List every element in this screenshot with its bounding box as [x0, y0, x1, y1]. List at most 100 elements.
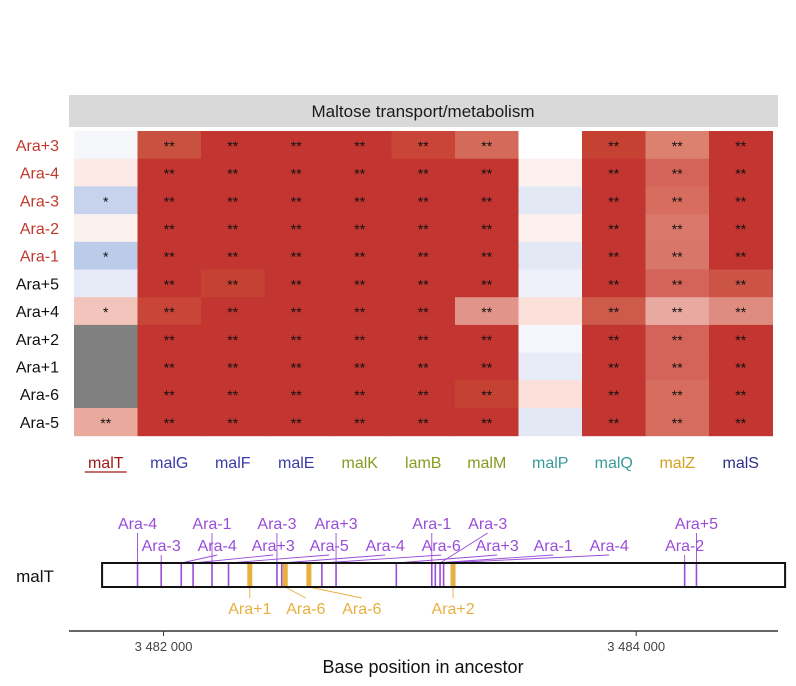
- significance-label: **: [164, 387, 175, 403]
- mutation-label: Ara-2: [665, 538, 704, 555]
- significance-label: **: [735, 193, 746, 209]
- significance-label: **: [418, 387, 429, 403]
- mutation-label: Ara-3: [257, 516, 296, 533]
- significance-label: **: [672, 304, 683, 320]
- mutation-label: Ara-3: [142, 538, 181, 555]
- significance-label: **: [227, 276, 238, 292]
- significance-label: **: [672, 249, 683, 265]
- significance-label: **: [672, 276, 683, 292]
- significance-label: **: [227, 193, 238, 209]
- row-label: Ara-5: [20, 415, 59, 432]
- mutation-label: Ara+1: [228, 601, 271, 618]
- mutation-label: Ara-4: [198, 538, 237, 555]
- significance-label: **: [608, 193, 619, 209]
- significance-label: **: [164, 166, 175, 182]
- mutation-label: Ara+3: [252, 538, 295, 555]
- significance-label: **: [481, 166, 492, 182]
- mutation-mark: [283, 564, 288, 586]
- significance-label: **: [227, 387, 238, 403]
- significance-label: **: [418, 221, 429, 237]
- significance-label: **: [291, 304, 302, 320]
- column-label: malE: [278, 455, 314, 472]
- heatmap-cell: [74, 270, 138, 298]
- mutation-leader: [309, 587, 362, 598]
- heatmap-cells: ** ** ** ** ** ** ** ** **** ** ** ** ** ** ** ** *** ** *…: [74, 131, 773, 436]
- significance-label: *: [103, 249, 109, 265]
- heatmap-title: Maltose transport/metabolism: [312, 102, 535, 121]
- mutation-track-panel: malT Ara-4 Ara-3 Ara-4 Ara+3 Ara-1 Ara-5 Ara+1…: [16, 516, 785, 677]
- significance-label: **: [735, 415, 746, 431]
- column-label: malS: [723, 455, 759, 472]
- x-tick-label: 3 484 000: [607, 639, 665, 654]
- significance-label: **: [227, 332, 238, 348]
- significance-label: **: [481, 304, 492, 320]
- row-labels: Ara+3Ara-4Ara-3Ara-2Ara-1Ara+5Ara+4Ara+2…: [16, 138, 59, 432]
- significance-label: **: [418, 249, 429, 265]
- significance-label: **: [672, 193, 683, 209]
- significance-label: **: [672, 332, 683, 348]
- mutation-label: Ara-1: [412, 516, 451, 533]
- significance-label: **: [608, 304, 619, 320]
- heatmap-cell: [519, 159, 583, 187]
- significance-label: **: [608, 387, 619, 403]
- mutation-mark: [247, 564, 252, 586]
- mutation-label: Ara-1: [534, 538, 573, 555]
- mutation-marks: Ara-4 Ara-3 Ara-4 Ara+3 Ara-1 Ara-5 Ara+1 Ara-3…: [118, 516, 718, 618]
- column-label: malP: [532, 455, 568, 472]
- heatmap-cell: [519, 408, 583, 436]
- column-label: malQ: [595, 455, 633, 472]
- mutation-leader: [229, 555, 330, 563]
- mutation-label: Ara-6: [286, 601, 325, 618]
- mutation-leader: [444, 555, 610, 563]
- mutation-leader: [285, 587, 306, 598]
- significance-label: **: [418, 193, 429, 209]
- mutation-label: Ara+3: [476, 538, 519, 555]
- heatmap-cell: [74, 353, 138, 381]
- significance-label: **: [354, 276, 365, 292]
- significance-label: **: [227, 166, 238, 182]
- significance-label: **: [418, 415, 429, 431]
- column-label: malZ: [659, 455, 695, 472]
- significance-label: **: [354, 166, 365, 182]
- significance-label: **: [608, 166, 619, 182]
- mutation-leader: [322, 555, 441, 563]
- significance-label: **: [481, 276, 492, 292]
- mutation-label: Ara-6: [342, 601, 381, 618]
- significance-label: **: [608, 221, 619, 237]
- heatmap-cell: [74, 159, 138, 187]
- significance-label: **: [227, 359, 238, 375]
- significance-label: **: [481, 138, 492, 154]
- significance-label: **: [608, 415, 619, 431]
- significance-label: **: [735, 138, 746, 154]
- significance-label: **: [354, 387, 365, 403]
- significance-label: **: [608, 359, 619, 375]
- heatmap-cell: [74, 131, 138, 159]
- track-gene-label: malT: [16, 567, 54, 586]
- significance-label: **: [418, 332, 429, 348]
- significance-label: **: [608, 138, 619, 154]
- significance-label: **: [100, 415, 111, 431]
- significance-label: **: [672, 138, 683, 154]
- significance-label: *: [103, 304, 109, 320]
- row-label: Ara+3: [16, 138, 59, 155]
- significance-label: **: [354, 415, 365, 431]
- significance-label: **: [291, 276, 302, 292]
- significance-label: **: [481, 249, 492, 265]
- significance-label: **: [291, 415, 302, 431]
- row-label: Ara-1: [20, 249, 59, 266]
- mutation-leader: [193, 555, 273, 563]
- significance-label: **: [418, 166, 429, 182]
- mutation-label: Ara-4: [366, 538, 405, 555]
- significance-label: **: [608, 332, 619, 348]
- significance-label: **: [735, 249, 746, 265]
- significance-label: **: [354, 332, 365, 348]
- x-tick-label: 3 482 000: [135, 639, 193, 654]
- significance-label: **: [291, 166, 302, 182]
- significance-label: **: [227, 304, 238, 320]
- row-label: Ara+5: [16, 276, 59, 293]
- x-axis-ticks: 3 482 000 3 484 000: [135, 631, 666, 654]
- significance-label: **: [672, 221, 683, 237]
- column-label: lamB: [405, 455, 441, 472]
- heatmap-cell: [519, 242, 583, 270]
- significance-label: **: [354, 359, 365, 375]
